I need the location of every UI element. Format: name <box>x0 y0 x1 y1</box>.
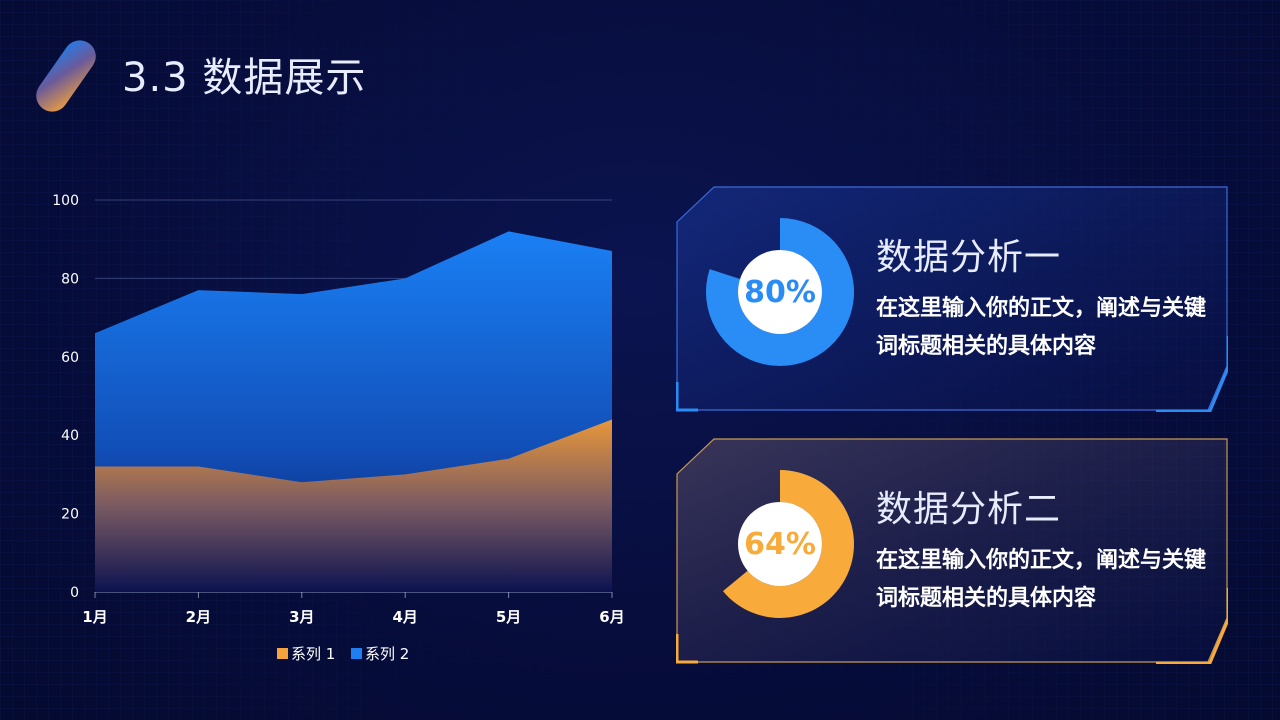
card-body: 在这里输入你的正文，阐述与关键词标题相关的具体内容 <box>876 296 1207 359</box>
x-tick-label: 4月 <box>392 608 417 626</box>
donut-arc <box>722 470 854 618</box>
donut-chart <box>722 470 854 618</box>
percent-label: 80% <box>744 274 816 310</box>
y-tick-label: 60 <box>61 350 79 366</box>
card-heading: 数据分析一 <box>876 237 1062 278</box>
analysis-card-2: 64% 数据分析二 在这里输入你的正文，阐述与关键词标题相关的具体内容 <box>676 438 1228 664</box>
x-tick-label: 5月 <box>496 608 521 626</box>
percent-label: 64% <box>744 526 816 562</box>
logo-icon <box>36 40 96 112</box>
legend-label: 系列 2 <box>365 645 409 663</box>
y-tick-label: 20 <box>61 507 79 523</box>
y-tick-label: 80 <box>61 271 79 287</box>
page-title: 3.3 数据展示 <box>122 55 367 101</box>
donut-chart <box>706 218 854 366</box>
y-tick-label: 100 <box>52 193 79 209</box>
card-body: 在这里输入你的正文，阐述与关键词标题相关的具体内容 <box>876 548 1207 611</box>
x-tick-label: 6月 <box>599 608 624 626</box>
analysis-card-1: 80% 数据分析一 在这里输入你的正文，阐述与关键词标题相关的具体内容 <box>676 186 1228 412</box>
x-tick-label: 1月 <box>82 608 107 626</box>
legend-label: 系列 1 <box>291 645 335 663</box>
x-tick-label: 2月 <box>186 608 211 626</box>
series-area-1 <box>95 419 612 592</box>
legend-swatch <box>351 648 362 659</box>
x-tick-label: 3月 <box>289 608 314 626</box>
y-tick-label: 0 <box>70 585 79 601</box>
legend-swatch <box>277 648 288 659</box>
donut-arc <box>706 218 854 366</box>
y-tick-label: 40 <box>61 428 79 444</box>
card-heading: 数据分析二 <box>876 489 1062 530</box>
